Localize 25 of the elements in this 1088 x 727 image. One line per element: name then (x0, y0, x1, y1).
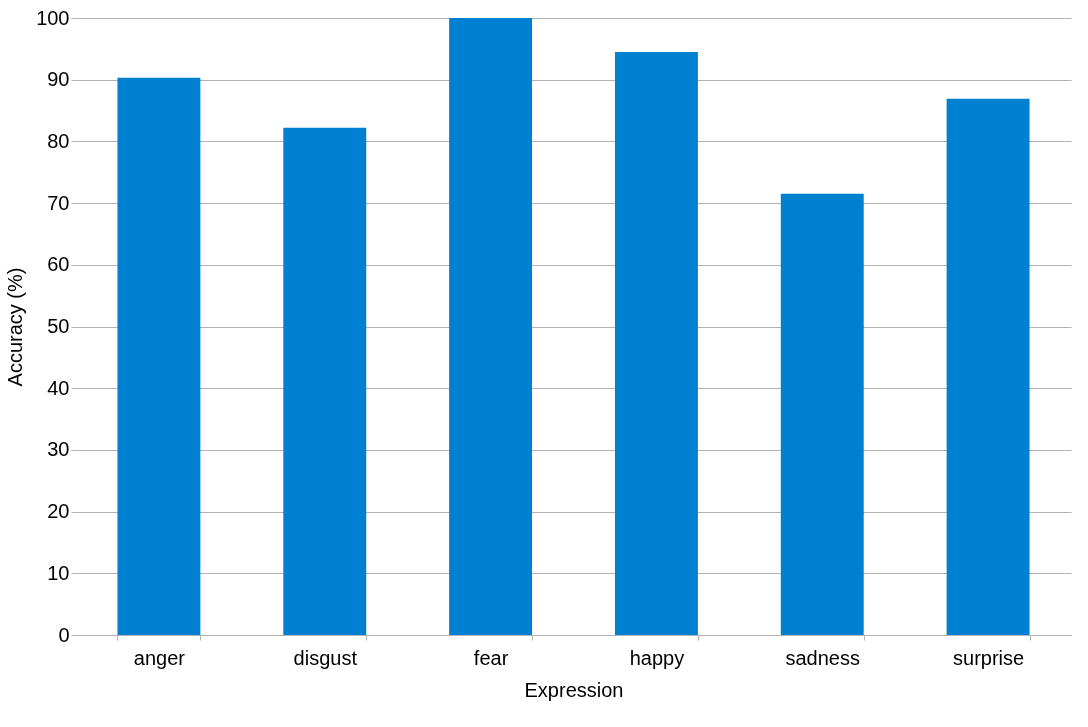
y-tick-label: 0 (58, 623, 70, 646)
y-tick-label: 100 (36, 6, 70, 29)
x-tick-label: anger (133, 646, 186, 669)
bar (946, 98, 1030, 635)
y-tick-label: 40 (47, 376, 70, 399)
x-axis-title: Expression (524, 678, 624, 701)
x-tick-label: sadness (785, 646, 860, 669)
bar (780, 193, 864, 635)
x-tick-label: fear (473, 646, 509, 669)
y-tick-label: 70 (47, 191, 70, 214)
x-tick-label: disgust (293, 646, 358, 669)
y-tick-label: 10 (47, 561, 70, 584)
y-tick-label: 60 (47, 253, 70, 276)
bar (283, 127, 367, 635)
x-tick-label: happy (629, 646, 685, 669)
y-tick-label: 20 (47, 500, 70, 523)
bar (614, 51, 698, 635)
bar (117, 77, 201, 635)
x-tick-label: surprise (953, 646, 1025, 669)
bar (449, 18, 533, 635)
y-tick-label: 50 (47, 315, 70, 337)
y-tick-label: 30 (47, 438, 70, 461)
y-tick-label: 90 (47, 68, 70, 91)
y-tick-label: 80 (47, 129, 70, 152)
y-axis-title: Accuracy (%) (4, 267, 27, 387)
